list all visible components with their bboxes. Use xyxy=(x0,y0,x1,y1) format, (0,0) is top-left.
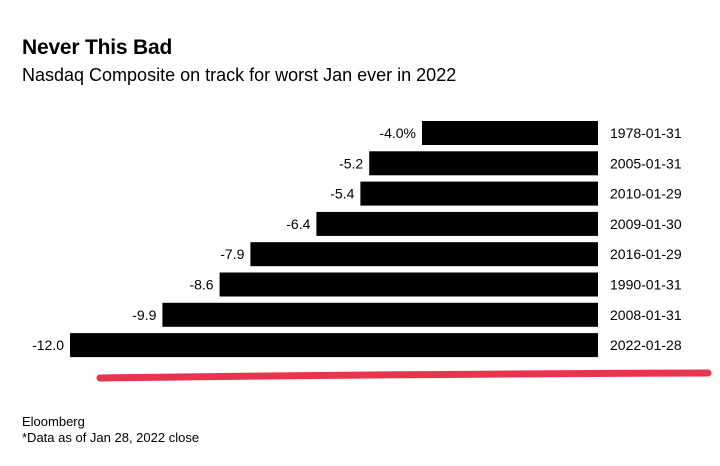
value-label-2010-01-29: -5.4 xyxy=(330,186,354,202)
value-label-1978-01-31: -4.0% xyxy=(379,125,416,141)
category-label-2010-01-29: 2010-01-29 xyxy=(610,186,682,202)
value-label-2009-01-30: -6.4 xyxy=(286,216,310,232)
value-label-2016-01-29: -7.9 xyxy=(220,246,244,262)
value-label-2022-01-28: -12.0 xyxy=(32,337,64,353)
category-label-2009-01-30: 2009-01-30 xyxy=(610,216,682,232)
value-label-1990-01-31: -8.6 xyxy=(189,277,213,293)
value-label-2008-01-31: -9.9 xyxy=(132,307,156,323)
bar-1978-01-31 xyxy=(422,121,598,145)
footnote: *Data as of Jan 28, 2022 close xyxy=(22,430,200,445)
category-label-2008-01-31: 2008-01-31 xyxy=(610,307,682,323)
category-label-2022-01-28: 2022-01-28 xyxy=(610,337,682,353)
value-label-2005-01-31: -5.2 xyxy=(339,155,363,171)
bar-2008-01-31 xyxy=(162,302,598,327)
highlight-underline xyxy=(96,369,712,382)
category-label-1978-01-31: 1978-01-31 xyxy=(610,125,682,141)
bar-1990-01-31 xyxy=(219,272,598,297)
source-label: Eloomberg xyxy=(22,414,85,429)
bar-2009-01-30 xyxy=(316,211,598,236)
bar-2022-01-28 xyxy=(70,333,598,358)
chart-title: Never This Bad xyxy=(22,36,173,59)
category-label-2005-01-31: 2005-01-31 xyxy=(610,155,682,171)
bar-2010-01-29 xyxy=(360,181,598,206)
category-label-2016-01-29: 2016-01-29 xyxy=(610,246,682,262)
bar-2005-01-31 xyxy=(369,151,598,176)
category-label-1990-01-31: 1990-01-31 xyxy=(610,277,682,293)
chart-subtitle: Nasdaq Composite on track for worst Jan … xyxy=(22,65,457,85)
bar-2016-01-29 xyxy=(250,242,598,267)
